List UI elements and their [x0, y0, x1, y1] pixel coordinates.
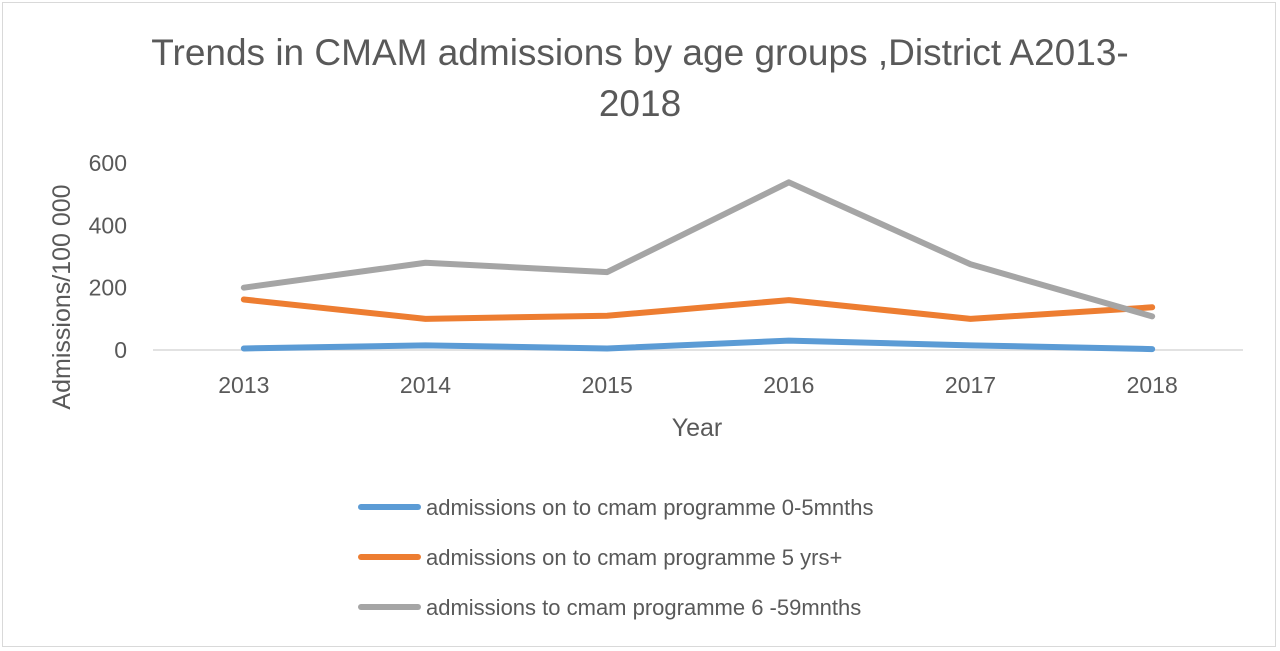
x-tick-label: 2016 — [763, 372, 814, 398]
chart-title: Trends in CMAM admissions by age groups … — [151, 32, 1128, 124]
legend-label: admissions on to cmam programme 5 yrs+ — [426, 545, 842, 570]
x-tick-label: 2013 — [218, 372, 269, 398]
x-tick-labels: 2013 2014 2015 2016 2017 2018 — [218, 372, 1178, 398]
series-line-3 — [240, 179, 1156, 320]
y-tick-label: 600 — [89, 150, 127, 176]
legend-item: admissions on to cmam programme 5 yrs+ — [358, 545, 842, 570]
y-tick-labels: 0 200 400 600 — [89, 150, 127, 363]
legend-label: admissions to cmam programme 6 -59mnths — [426, 595, 861, 620]
legend-item: admissions to cmam programme 6 -59mnths — [358, 595, 861, 620]
y-tick-label: 0 — [114, 337, 127, 363]
x-tick-label: 2014 — [400, 372, 451, 398]
y-tick-label: 400 — [89, 212, 127, 238]
series-lines — [240, 179, 1156, 353]
chart-title-line-1: Trends in CMAM admissions by age groups … — [151, 32, 1128, 73]
legend: admissions on to cmam programme 0-5mnths… — [358, 495, 874, 620]
x-tick-label: 2015 — [582, 372, 633, 398]
x-tick-label: 2017 — [945, 372, 996, 398]
legend-label: admissions on to cmam programme 0-5mnths — [426, 495, 874, 520]
x-tick-label: 2018 — [1127, 372, 1178, 398]
series-line-1 — [240, 337, 1156, 353]
legend-item: admissions on to cmam programme 0-5mnths — [358, 495, 874, 520]
y-axis-title: Admissions/100 000 — [48, 184, 76, 409]
y-tick-label: 200 — [89, 275, 127, 301]
series-line-2 — [240, 296, 1156, 322]
chart-title-line-2: 2018 — [599, 83, 681, 124]
x-axis-title: Year — [672, 414, 723, 442]
